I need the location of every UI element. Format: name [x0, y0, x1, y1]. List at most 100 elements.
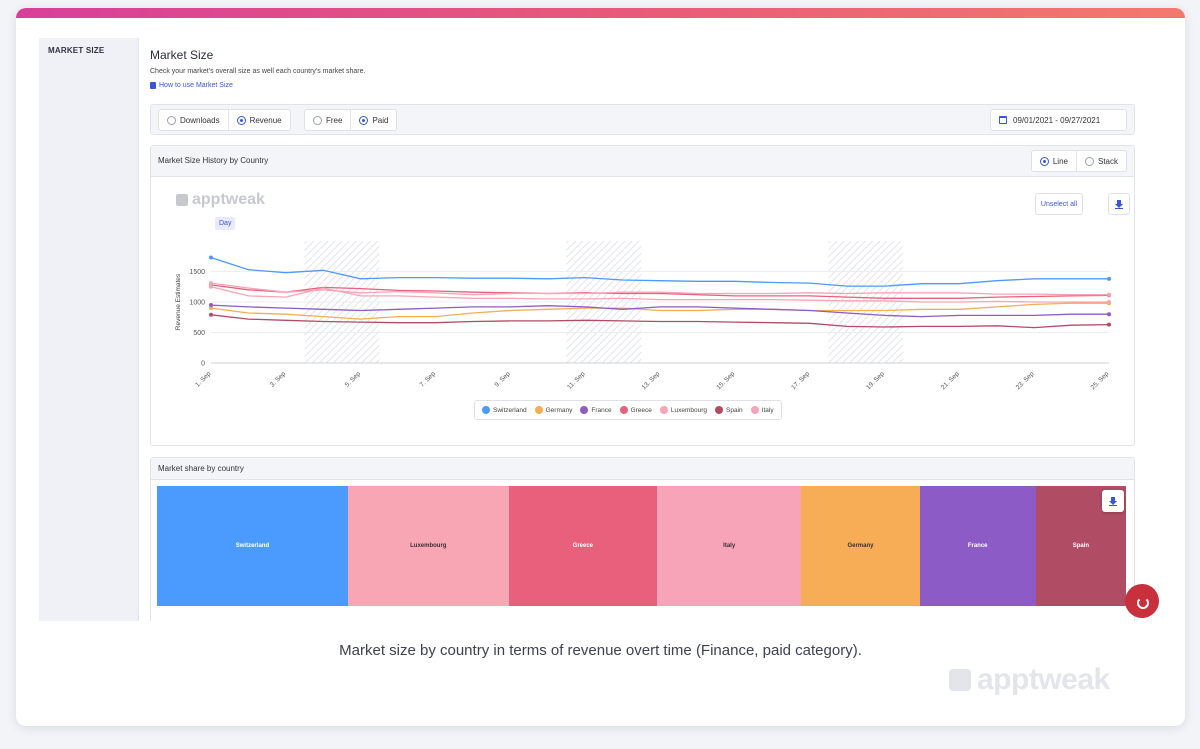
free-label: Free: [326, 115, 343, 125]
treemap-tile-luxembourg[interactable]: Luxembourg: [347, 486, 509, 606]
series-start-point: [209, 284, 213, 289]
treemap-tile-germany[interactable]: Germany: [801, 486, 920, 606]
chat-widget-button[interactable]: [1125, 584, 1159, 618]
series-end-point: [1107, 300, 1111, 304]
apptweak-brand: apptweak: [949, 663, 1110, 697]
apptweak-logo-icon: [176, 194, 188, 206]
treemap-tile-label: France: [967, 543, 988, 549]
legend-item[interactable]: Switzerland: [482, 406, 527, 414]
legend-label: Luxembourg: [670, 406, 708, 414]
treemap-tile-label: Italy: [723, 543, 736, 549]
legend-swatch: [534, 406, 543, 414]
apptweak-logo-icon: [949, 669, 971, 691]
x-tick-label: 25. Sep: [1090, 370, 1111, 391]
treemap-tile-label: Switzerland: [235, 543, 270, 549]
how-to-link[interactable]: How to use Market Size: [150, 82, 233, 89]
treemap-tile-label: Spain: [1072, 543, 1090, 549]
x-tick-label: 9. Sep: [494, 370, 513, 389]
watermark-text: apptweak: [192, 191, 265, 208]
x-tick-label: 7. Sep: [419, 370, 438, 389]
y-tick-label: 1500: [189, 269, 205, 276]
radio-checked-icon: [1039, 156, 1049, 166]
chart-view-toggle: Line Stack: [1030, 150, 1127, 172]
free-radio[interactable]: Free: [305, 110, 350, 130]
line-view-radio[interactable]: Line: [1032, 151, 1076, 171]
granularity-day-button[interactable]: Day: [215, 217, 236, 230]
share-panel: Market share by country Switzerland Luxem…: [150, 457, 1135, 621]
series-start-point: [209, 281, 213, 286]
figure-caption: Market size by country in terms of reven…: [339, 642, 862, 659]
revenue-radio[interactable]: Revenue: [227, 110, 290, 130]
legend-label: Spain: [726, 406, 743, 414]
how-to-link-label: How to use Market Size: [159, 82, 233, 89]
treemap-tile-label: Greece: [572, 543, 594, 549]
chart-download-button[interactable]: [1108, 193, 1130, 215]
date-range-picker[interactable]: 09/01/2021 - 09/27/2021: [990, 109, 1127, 131]
y-axis-label: Revenue Estimates: [175, 273, 182, 330]
stack-view-radio[interactable]: Stack: [1075, 151, 1126, 171]
figure-card: MARKET SIZE Market Size Check your marke…: [16, 8, 1185, 726]
downloads-label: Downloads: [180, 115, 220, 125]
legend-item[interactable]: Greece: [619, 406, 652, 414]
download-icon: [1109, 496, 1117, 506]
line-chart: 0 500 1000 1500 Revenue Estimates 1. Sep 3. Se…: [175, 241, 1111, 391]
x-tick-label: 11. Sep: [566, 370, 587, 391]
x-tick-label: 13. Sep: [641, 370, 662, 391]
revenue-label: Revenue: [249, 115, 282, 125]
series-line-italy: [210, 282, 1109, 296]
x-tick-label: 1. Sep: [194, 370, 213, 389]
gradient-header-bar: [16, 8, 1185, 18]
x-tick-label: 19. Sep: [865, 370, 886, 391]
x-tick-label: 15. Sep: [715, 370, 736, 391]
download-icon: [1115, 199, 1123, 209]
radio-icon: [167, 115, 176, 125]
series-start-point: [209, 306, 213, 311]
series-start-point: [209, 312, 213, 317]
share-panel-header: Market share by country: [151, 458, 1134, 480]
paid-label: Paid: [372, 115, 389, 125]
x-tick-label: 3. Sep: [269, 370, 288, 389]
metric-toggle: Downloads Revenue: [158, 109, 291, 131]
sidebar-item-market-size[interactable]: MARKET SIZE: [48, 46, 105, 55]
y-tick-label: 0: [201, 361, 205, 368]
brand-text: apptweak: [977, 663, 1110, 696]
treemap-tile-italy[interactable]: Italy: [656, 486, 802, 606]
series-end-point: [1107, 292, 1111, 297]
y-tick-label: 1000: [189, 300, 205, 307]
treemap-tile-france[interactable]: France: [919, 486, 1036, 606]
legend-item[interactable]: Spain: [715, 406, 743, 414]
radio-checked-icon: [359, 115, 369, 125]
series-line-greece: [210, 284, 1110, 299]
series-line-germany: [210, 302, 1109, 320]
series-line-switzerland: [210, 256, 1109, 287]
series-line-spain: [210, 314, 1110, 329]
legend-item[interactable]: France: [580, 406, 612, 414]
book-icon: [150, 82, 156, 89]
legend-item[interactable]: Germany: [534, 406, 573, 414]
treemap-tile-switzerland[interactable]: Switzerland: [157, 486, 348, 606]
history-chart-area: apptweak Day Unselect all 0 500 1000 1500 Re…: [151, 177, 1134, 445]
downloads-radio[interactable]: Downloads: [159, 110, 228, 130]
radio-checked-icon: [236, 115, 246, 125]
series-line-luxembourg: [210, 286, 1109, 303]
page-description: Check your market's overall size as well…: [150, 68, 366, 75]
date-range-value: 09/01/2021 - 09/27/2021: [1013, 115, 1101, 125]
legend-label: Germany: [545, 406, 573, 414]
unselect-all-button[interactable]: Unselect all: [1035, 193, 1083, 215]
chart-legend: Switzerland Germany France Greece Luxembourg…: [474, 400, 782, 420]
legend-item[interactable]: Luxembourg: [659, 406, 708, 414]
line-view-label: Line: [1052, 156, 1068, 166]
stack-view-label: Stack: [1097, 156, 1118, 166]
treemap-download-button[interactable]: [1102, 490, 1124, 512]
history-panel-header: Market Size History by Country Line Stac…: [151, 146, 1134, 177]
treemap-tile-label: Luxembourg: [410, 543, 447, 549]
x-tick-label: 23. Sep: [1015, 370, 1036, 391]
treemap-tile-greece[interactable]: Greece: [508, 486, 657, 606]
legend-item[interactable]: Italy: [750, 406, 774, 414]
radio-icon: [313, 115, 322, 125]
series-end-point: [1107, 312, 1111, 317]
legend-label: Greece: [630, 406, 652, 414]
x-tick-label: 21. Sep: [940, 370, 961, 391]
paid-radio[interactable]: Paid: [350, 110, 396, 130]
filter-bar: Downloads Revenue Free Paid: [150, 104, 1135, 135]
